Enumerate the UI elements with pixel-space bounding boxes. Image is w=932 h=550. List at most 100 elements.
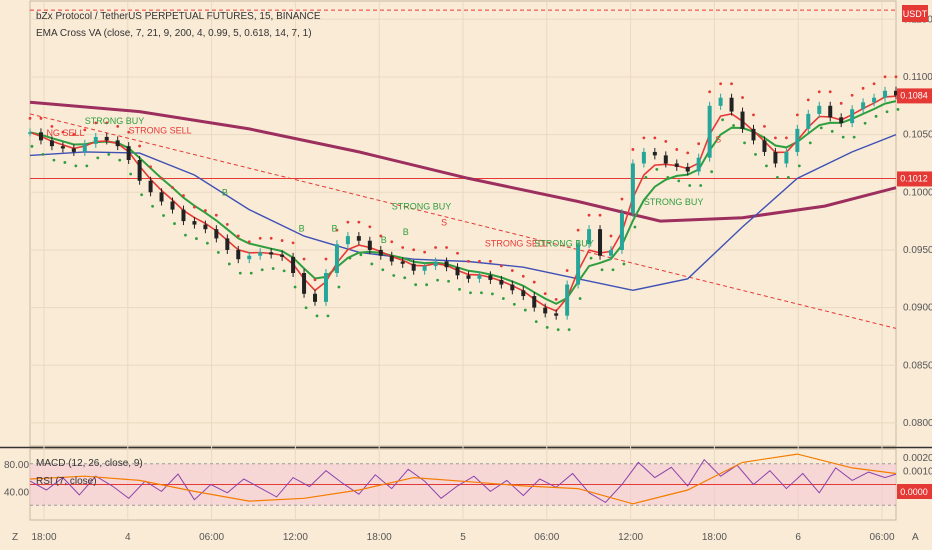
upper-band-dot — [434, 246, 437, 249]
candle-body — [60, 146, 65, 149]
macd-line — [29, 453, 897, 505]
auto-scale-icon[interactable]: A — [912, 532, 919, 543]
lower-band-dot — [666, 176, 670, 179]
lower-band-dot — [238, 271, 242, 275]
lower-band-dot — [600, 268, 604, 272]
upper-band-dot — [335, 228, 339, 232]
lower-band-dot — [754, 152, 757, 156]
lower-band-dot — [118, 158, 122, 162]
lower-band-dot — [205, 241, 209, 245]
candle-body — [214, 229, 219, 239]
candle-body — [839, 117, 844, 124]
candle-body — [93, 136, 98, 144]
upper-band-dot — [576, 228, 580, 232]
candle-body — [861, 102, 866, 110]
upper-band-dot — [763, 124, 766, 128]
candle-body — [203, 224, 208, 230]
upper-band-dot — [609, 234, 613, 238]
lower-band-dot — [622, 262, 626, 266]
lower-band-dot — [63, 161, 67, 164]
candle-body — [598, 229, 603, 256]
candle-body — [521, 290, 526, 297]
upper-band-dot — [872, 82, 876, 86]
candle-body — [532, 296, 537, 308]
upper-band-dot — [741, 96, 744, 99]
lower-band-dot — [644, 176, 648, 179]
lower-band-dot — [74, 164, 78, 168]
macd-tick-label: 0.0020 — [903, 453, 932, 464]
candle-body — [619, 213, 624, 250]
lower-band-dot — [436, 278, 439, 282]
upper-band-dot — [620, 197, 624, 201]
upper-band-dot — [149, 165, 152, 169]
lower-band-dot — [96, 156, 100, 160]
upper-band-dot — [214, 213, 218, 217]
candle-body — [630, 163, 635, 214]
upper-band-dot — [708, 90, 712, 94]
upper-band-dot — [423, 250, 427, 254]
candle-body — [674, 163, 679, 167]
upper-band-dot — [50, 124, 54, 128]
candle-body — [28, 132, 32, 134]
upper-band-dot — [719, 82, 723, 86]
indicator-label[interactable]: EMA Cross VA (close, 7, 21, 9, 200, 4, 0… — [36, 28, 312, 39]
time-tick-label: 06:00 — [869, 532, 894, 543]
upper-band-dot — [784, 136, 788, 140]
price-tick-label: 0.1050 — [903, 130, 932, 141]
upper-band-dot — [806, 98, 810, 102]
rsi-label[interactable]: RSI (7, close) — [36, 476, 97, 487]
candle-body — [850, 109, 855, 124]
price-tick-label: 0.0850 — [903, 360, 932, 371]
candle-body — [740, 111, 745, 129]
candle-body — [894, 90, 898, 96]
lower-band-dot — [271, 267, 275, 270]
candle-body — [554, 313, 559, 316]
lower-band-dot — [129, 172, 133, 176]
lower-band-dot — [677, 179, 681, 183]
upper-band-dot — [160, 176, 163, 180]
upper-band-dot — [521, 274, 525, 278]
lower-band-dot — [852, 135, 856, 139]
last-price-value: 0.1084 — [900, 90, 928, 100]
zoom-icon[interactable]: Z — [12, 532, 18, 543]
upper-band-dot — [445, 246, 448, 249]
lower-band-dot — [556, 328, 560, 332]
candle-body — [137, 159, 142, 181]
lower-band-dot — [85, 164, 89, 168]
upper-band-dot — [489, 259, 492, 263]
lower-band-dot — [765, 164, 768, 168]
lower-band-dot — [447, 279, 450, 283]
signal-label: STRONG BUY — [534, 238, 594, 248]
time-axis[interactable]: 18:00 4 06:00 12:00 18:00 5 06:00 12:00 18:00 6 06… — [31, 532, 894, 543]
macd-label[interactable]: MACD (12, 26, close, 9) — [36, 458, 143, 469]
upper-band-dot — [587, 213, 591, 217]
candle-body — [269, 252, 274, 255]
level-price-value: 0.1012 — [900, 173, 928, 183]
currency-badge[interactable] — [902, 5, 928, 22]
lower-band-dot — [808, 141, 812, 145]
candle-body — [148, 180, 153, 193]
upper-band-dot — [83, 128, 87, 132]
lower-band-dot — [195, 237, 198, 240]
upper-band-dot — [116, 124, 120, 128]
lower-band-dot — [633, 225, 637, 229]
candle-body — [762, 140, 767, 152]
upper-band-dot — [499, 264, 503, 268]
candle-body — [872, 97, 877, 103]
lower-band-dot — [501, 297, 505, 300]
lower-band-dot — [578, 297, 582, 300]
price-pane[interactable] — [28, 9, 900, 332]
upper-band-dot — [225, 223, 229, 226]
upper-band-dot — [390, 240, 394, 244]
lower-band-dot — [414, 283, 418, 287]
candle-body — [641, 151, 646, 164]
lower-band-dot — [52, 158, 56, 162]
upper-band-dot — [456, 251, 459, 255]
lower-band-dot — [140, 193, 144, 197]
lower-band-dot — [41, 152, 45, 156]
candle-body — [477, 275, 482, 279]
candle-body — [236, 249, 241, 260]
lower-band-dot — [589, 256, 593, 260]
